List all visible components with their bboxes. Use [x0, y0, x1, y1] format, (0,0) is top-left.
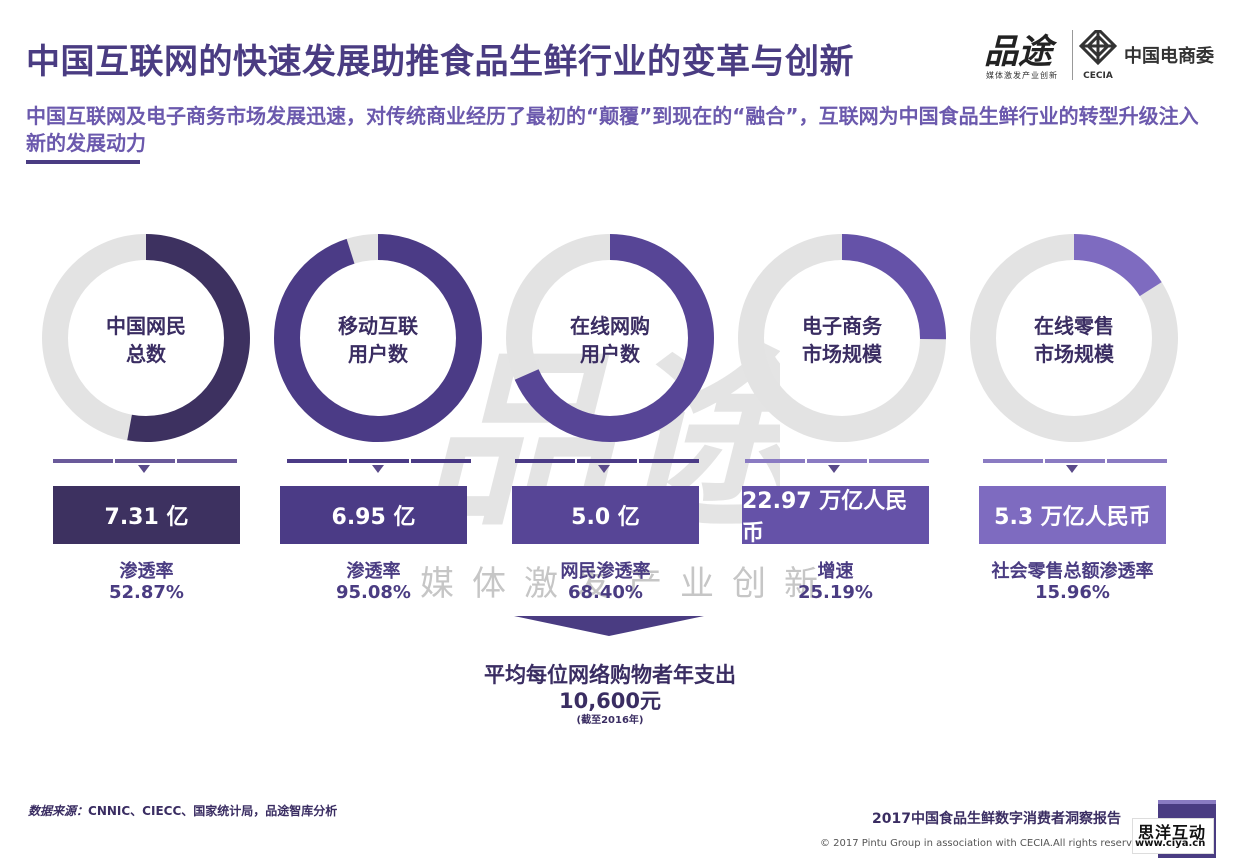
donut-label-line2: 市场规模: [802, 342, 882, 366]
page-title: 中国互联网的快速发展助推食品生鲜行业的变革与创新: [26, 42, 854, 82]
segment-track-bar: [869, 459, 929, 463]
metric-caption: 增速 25.19%: [742, 561, 929, 603]
logo-tagline: 媒体激发产业创新: [986, 71, 1058, 80]
donut-label-line2: 用户数: [580, 342, 640, 366]
segment-track: [745, 459, 929, 463]
segment-track-bar: [411, 459, 471, 463]
watermark-text: 媒体激发产业创新: [420, 564, 836, 604]
value-box: 22.97 万亿人民币: [742, 486, 929, 546]
logo-script: 品途: [984, 32, 1052, 72]
metric-caption: 渗透率 52.87%: [53, 561, 240, 603]
cecia-logo-icon: CECIA: [1078, 30, 1118, 81]
metric-caption: 渗透率 95.08%: [280, 561, 467, 603]
donut-value-arc: [42, 234, 250, 442]
donut-value-arc: [506, 234, 714, 442]
page-subtitle: 中国互联网及电子商务市场发展迅速，对传统商业经历了最初的“颠覆”到现在的“融合”…: [26, 104, 1199, 155]
donut-chart: 在线零售 市场规模: [968, 232, 1180, 444]
data-source: 数据来源：CNNIC、CIECC、国家统计局，品途智库分析: [28, 802, 337, 819]
value-pointer: [372, 465, 384, 473]
segment-track-bar: [349, 459, 409, 463]
value-box: 7.31 亿: [53, 486, 240, 544]
segment-track-bar: [745, 459, 805, 463]
segment-track-bar: [1045, 459, 1105, 463]
metric-value: 25.19%: [798, 582, 873, 603]
segment-track-bar: [639, 459, 699, 463]
site-badge-cn: 思洋互动: [1138, 823, 1207, 842]
metric-value: 68.40%: [568, 582, 643, 603]
segment-track: [53, 459, 237, 463]
metric-label: 网民渗透率: [560, 561, 651, 582]
metric-label: 社会零售总额渗透率: [991, 561, 1154, 582]
donut-svg: [970, 234, 1178, 442]
donut-label-line2: 用户数: [348, 342, 408, 366]
donut-label-line2: 市场规模: [1034, 342, 1114, 366]
segment-track-bar: [115, 459, 175, 463]
copyright: © 2017 Pintu Group in association with C…: [820, 838, 1148, 849]
segment-track-bar: [53, 459, 113, 463]
donut-value-arc: [738, 234, 946, 442]
segment-track-bar: [983, 459, 1043, 463]
logo-abbr: CECIA: [1083, 71, 1113, 81]
logo-divider: [1072, 30, 1073, 80]
donut-svg: [738, 234, 946, 442]
segment-track-bar: [577, 459, 637, 463]
segment-track: [287, 459, 471, 463]
title-underline: [26, 160, 140, 164]
value-pointer: [598, 465, 610, 473]
summary-note: (截至2016年): [576, 715, 644, 726]
value-box: 6.95 亿: [280, 486, 467, 544]
metric-value: 52.87%: [109, 582, 184, 603]
donut-chart: 电子商务 市场规模: [736, 232, 948, 444]
donut-label-line1: 移动互联: [338, 314, 418, 338]
segment-track-bar: [177, 459, 237, 463]
donut-label-line1: 中国网民: [106, 314, 186, 338]
donut-chart: 移动互联 用户数: [272, 232, 484, 444]
segment-track-bar: [1107, 459, 1167, 463]
donut-label: 移动互联 用户数: [272, 312, 484, 368]
source-prefix: 数据来源：: [28, 804, 89, 818]
site-badge-url: www.ciya.cn: [1135, 838, 1206, 849]
report-title: 2017中国食品生鲜数字消费者洞察报告: [872, 811, 1121, 827]
summary-label: 平均每位网络购物者年支出: [484, 663, 736, 687]
donut-label: 在线零售 市场规模: [968, 312, 1180, 368]
value-pointer: [138, 465, 150, 473]
donut-chart: 在线网购 用户数: [504, 232, 716, 444]
segment-track: [983, 459, 1167, 463]
donut-label-line1: 在线零售: [1034, 314, 1114, 338]
value-box: 5.0 亿: [512, 486, 699, 544]
donut-label-line2: 总数: [126, 342, 166, 366]
summary-value: 10,600元: [558, 689, 662, 713]
donut-value-arc: [970, 234, 1178, 442]
segment-track: [515, 459, 699, 463]
donut-svg: [42, 234, 250, 442]
metric-label: 渗透率: [119, 561, 174, 582]
segment-track-bar: [515, 459, 575, 463]
header-logo: 品途 媒体激发产业创新 CECIA 中国电商委: [982, 24, 1218, 86]
site-badge: [1132, 818, 1214, 854]
summary-pointer: [514, 616, 704, 636]
donut-label: 在线网购 用户数: [504, 312, 716, 368]
logo-org-name: 中国电商委: [1124, 46, 1214, 67]
segment-track-bar: [287, 459, 347, 463]
value-pointer: [828, 465, 840, 473]
corner-accent: [1158, 800, 1216, 804]
donut-svg: [274, 234, 482, 442]
metric-caption: 社会零售总额渗透率 15.96%: [979, 561, 1166, 603]
donut-svg: [506, 234, 714, 442]
segment-track-bar: [807, 459, 867, 463]
metric-caption: 网民渗透率 68.40%: [512, 561, 699, 603]
donut-label-line1: 电子商务: [802, 314, 882, 338]
donut-label: 中国网民 总数: [40, 312, 252, 368]
source-text: CNNIC、CIECC、国家统计局，品途智库分析: [88, 804, 338, 818]
metric-label: 增速: [817, 561, 854, 582]
metric-value: 95.08%: [336, 582, 411, 603]
value-pointer: [1066, 465, 1078, 473]
metric-label: 渗透率: [346, 561, 401, 582]
donut-chart: 中国网民 总数: [40, 232, 252, 444]
metric-value: 15.96%: [1035, 582, 1110, 603]
donut-label-line1: 在线网购: [570, 314, 650, 338]
value-box: 5.3 万亿人民币: [979, 486, 1166, 544]
donut-value-arc: [274, 234, 482, 442]
donut-label: 电子商务 市场规模: [736, 312, 948, 368]
